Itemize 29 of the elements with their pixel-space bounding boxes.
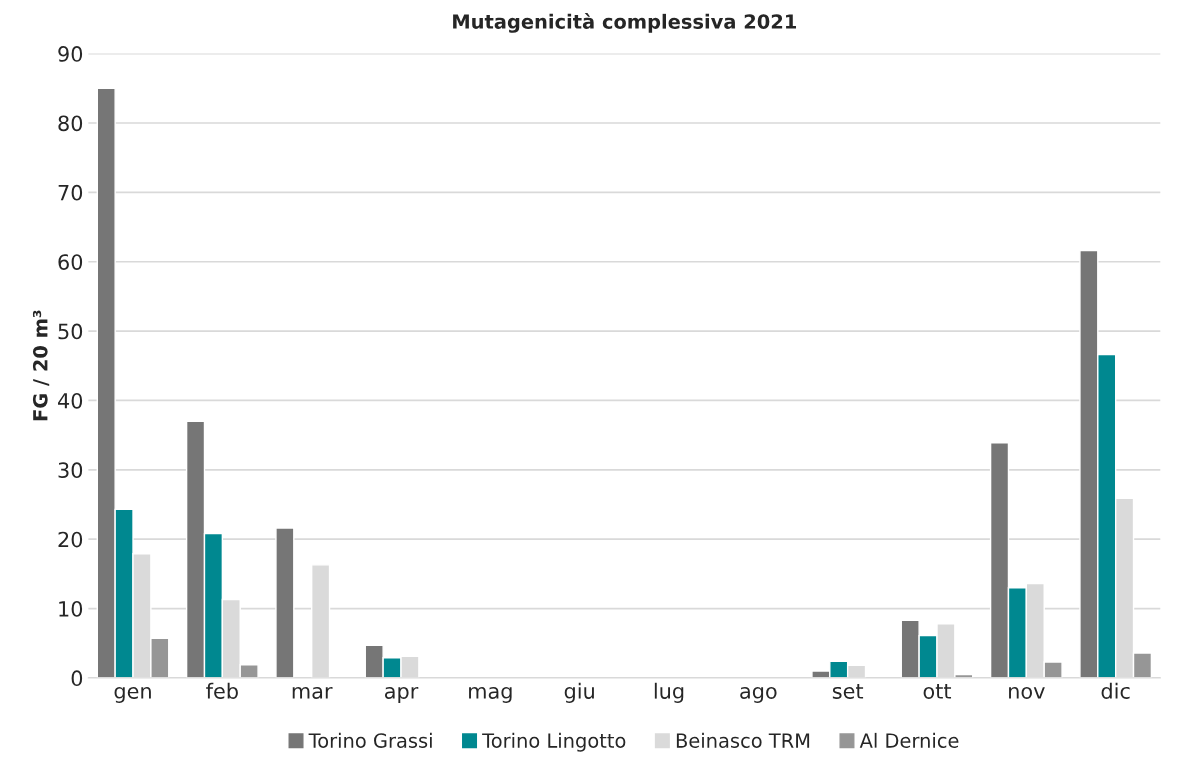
legend-label: Al Dernice — [859, 732, 959, 748]
y-tick-label: 30 — [58, 462, 83, 479]
y-tick-label: 40 — [58, 392, 83, 409]
bar — [275, 527, 295, 678]
y-axis-title: FG / 20 m³ — [32, 310, 50, 421]
y-tick-label: 70 — [58, 184, 83, 201]
x-tick-label: feb — [206, 682, 238, 699]
x-tick-label: mag — [469, 686, 512, 703]
x-tick-label: ago — [740, 686, 777, 703]
y-tick-label: 10 — [59, 601, 83, 617]
chart-title: Mutagenicità complessiva 2021 — [453, 13, 797, 33]
x-tick-label: lug — [654, 682, 684, 703]
x-tick-label: set — [832, 683, 864, 699]
legend-label: Beinasco TRM — [676, 732, 810, 748]
x-tick-label: giu — [564, 682, 594, 703]
x-tick-label: ott — [923, 683, 952, 699]
y-tick-label: 90 — [58, 46, 83, 62]
x-tick-label: mar — [292, 686, 333, 699]
x-tick-label: gen — [114, 686, 151, 703]
y-tick-label: 60 — [58, 254, 83, 270]
legend-label: Torino Lingotto — [482, 732, 626, 752]
y-tick-label: 80 — [58, 115, 83, 132]
x-tick-label: dic — [1101, 682, 1130, 699]
y-tick-label: 20 — [58, 531, 83, 548]
y-tick-label: 50 — [58, 323, 83, 340]
x-tick-label: nov — [1009, 686, 1045, 699]
x-tick-label: apr — [384, 686, 419, 703]
legend-label: Torino Grassi — [308, 732, 432, 748]
y-tick-label: 0 — [71, 670, 83, 687]
